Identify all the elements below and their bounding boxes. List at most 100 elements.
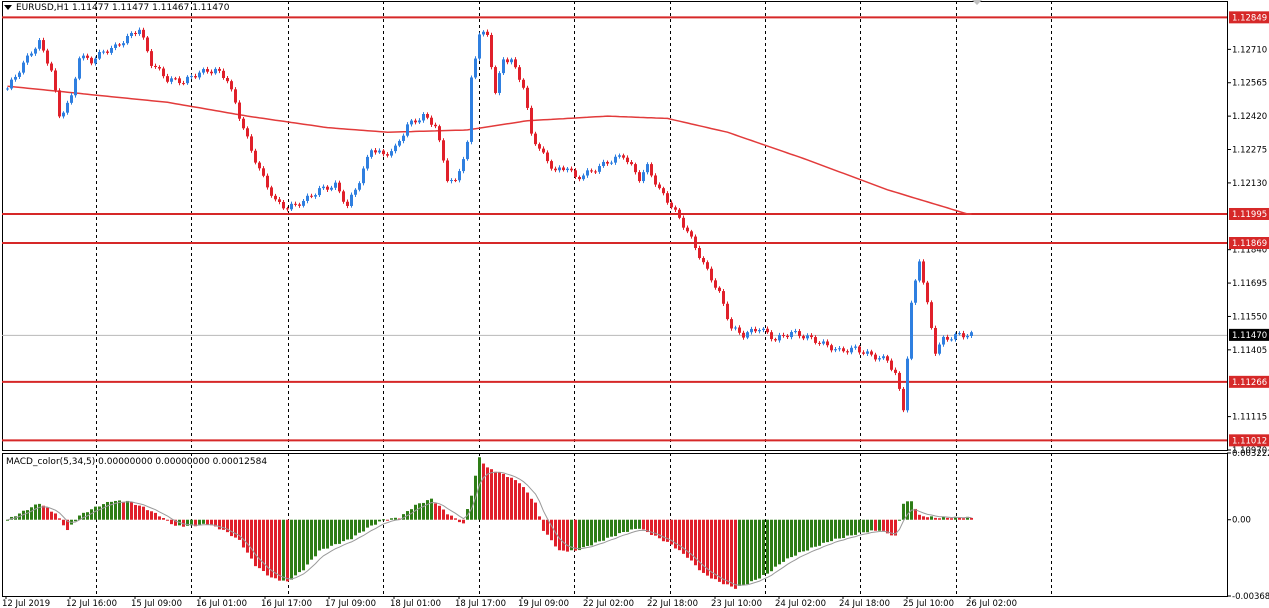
macd-bar (314, 519, 317, 557)
candle-body (326, 186, 329, 190)
macd-bar (510, 477, 513, 520)
candle-body (230, 81, 233, 90)
y-tick-label: 1.12130 (1232, 179, 1267, 189)
candle-body (522, 79, 525, 88)
candle-body (538, 144, 541, 149)
macd-bar (290, 519, 293, 580)
candle-body (654, 175, 657, 185)
candle-body (214, 68, 217, 74)
candle-body (682, 217, 685, 228)
candle-body (650, 164, 653, 176)
macd-bar (410, 509, 413, 520)
candle-body (278, 199, 281, 202)
candle-body (470, 77, 473, 142)
candle-body (914, 280, 917, 303)
macd-bar (482, 463, 485, 520)
macd-bar (934, 517, 937, 520)
macd-bar (778, 519, 781, 565)
macd-bar (262, 519, 265, 572)
macd-bar (78, 515, 81, 520)
candle-body (798, 331, 801, 337)
macd-bar (630, 519, 633, 530)
candle-body (342, 191, 345, 202)
macd-bar (294, 519, 297, 576)
macd-bar (958, 517, 961, 520)
candle-body (22, 62, 25, 73)
macd-bar (490, 469, 493, 520)
macd-bar (574, 519, 577, 551)
candle-body (46, 50, 49, 64)
candle-body (714, 280, 717, 288)
candle-body (866, 351, 869, 354)
macd-bar (74, 519, 77, 522)
x-tick-label: 22 Jul 18:00 (647, 599, 698, 608)
candle-body (590, 170, 593, 172)
macd-bar (794, 519, 797, 556)
macd-bar (614, 519, 617, 537)
y-tick-label: 1.11695 (1232, 279, 1267, 289)
candle-body (458, 171, 461, 181)
macd-bar (662, 519, 665, 542)
macd-bar (174, 519, 177, 526)
candle-body (478, 34, 481, 59)
macd-bar (434, 503, 437, 520)
macd-bar (138, 505, 141, 520)
macd-bar (666, 519, 669, 542)
candle-body (550, 161, 553, 169)
candle-body (222, 70, 225, 78)
level-price-label: 1.11995 (1232, 210, 1267, 220)
macd-bar (578, 519, 581, 551)
macd-bar (114, 500, 117, 520)
candle-body (138, 29, 141, 35)
candle-body (518, 67, 521, 80)
macd-bar (870, 519, 873, 531)
macd-bar (234, 519, 237, 538)
candle-body (662, 188, 665, 194)
macd-bar (586, 519, 589, 546)
candle-body (582, 175, 585, 180)
macd-label: MACD_color(5,34,5) 0.00000000 0.00000000… (6, 457, 268, 467)
y-tick-label: 1.11405 (1232, 346, 1267, 356)
candle-body (390, 151, 393, 156)
candle-body (286, 208, 289, 210)
macd-bar (722, 519, 725, 585)
macd-bar (38, 503, 41, 520)
macd-bar (354, 519, 357, 536)
dropdown-triangle-icon[interactable] (4, 5, 12, 10)
candle-body (126, 35, 129, 44)
candle-body (378, 150, 381, 153)
macd-bar (882, 519, 885, 531)
candle-body (802, 336, 805, 339)
macd-bar (922, 516, 925, 520)
macd-bar (218, 519, 221, 530)
scroll-marker-icon[interactable] (972, 0, 982, 5)
macd-bar (774, 519, 777, 567)
candle-body (718, 287, 721, 292)
candle-body (354, 189, 357, 195)
macd-bar (710, 519, 713, 579)
candle-body (906, 358, 909, 411)
macd-bar (478, 457, 481, 520)
macd-bar (462, 519, 465, 524)
macd-bar (146, 510, 149, 520)
candle-body (770, 332, 773, 340)
macd-bar (318, 519, 321, 551)
candle-body (594, 171, 597, 173)
macd-bar (298, 519, 301, 573)
candle-body (746, 332, 749, 338)
candle-body (178, 78, 181, 84)
macd-bar (762, 519, 765, 575)
macd-bar (670, 519, 673, 545)
macd-bar (194, 519, 197, 527)
current-price-badge (1229, 328, 1269, 341)
candle-body (870, 351, 873, 355)
candle-body (270, 187, 273, 196)
macd-bar (350, 519, 353, 540)
candle-body (54, 70, 57, 91)
macd-panel-frame (2, 453, 1228, 597)
macd-bar (866, 519, 869, 533)
macd-bar (642, 519, 645, 530)
candle-body (98, 52, 101, 59)
symbol-header[interactable]: EURUSD,H1 1.11477 1.11477 1.11467 1.1147… (4, 3, 229, 13)
macd-bar (454, 518, 457, 520)
